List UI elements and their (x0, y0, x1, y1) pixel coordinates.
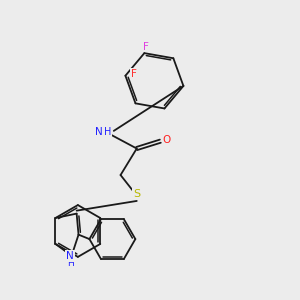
Text: H: H (67, 260, 74, 268)
Text: F: F (143, 42, 149, 52)
Text: F: F (131, 69, 137, 79)
Text: N: N (66, 251, 74, 261)
Text: O: O (163, 135, 171, 145)
Text: S: S (133, 189, 140, 199)
Text: H: H (103, 127, 111, 137)
Text: N: N (95, 127, 103, 137)
